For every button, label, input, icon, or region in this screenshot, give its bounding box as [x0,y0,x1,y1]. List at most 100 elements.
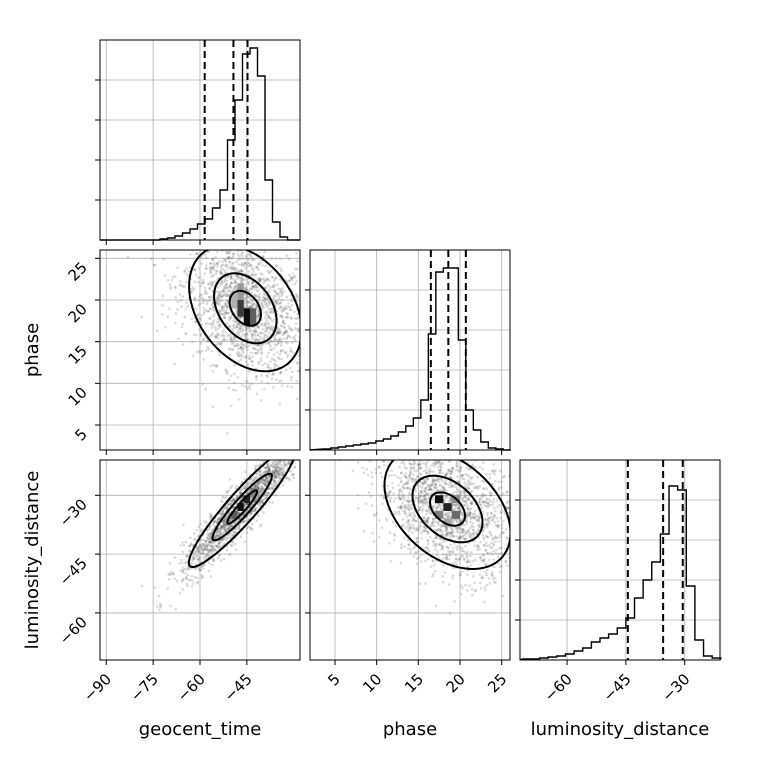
scatter-point [264,302,267,306]
scatter-point [161,304,164,307]
scatter-point [246,381,249,384]
scatter-point [260,348,264,351]
scatter-point [482,559,486,563]
scatter-point [311,354,314,357]
scatter-point [468,487,471,491]
scatter-point [226,286,230,289]
scatter-point [380,475,384,479]
scatter-point [469,507,472,510]
scatter-point [159,604,163,608]
scatter-point [421,507,425,511]
scatter-point [426,492,429,496]
scatter-point [271,483,275,486]
scatter-point [216,332,219,335]
scatter-point [237,511,240,515]
scatter-point [217,293,221,297]
scatter-point [257,491,260,495]
scatter-point [431,478,435,482]
scatter-point [157,594,161,598]
scatter-point [218,259,221,263]
scatter-point [428,467,432,470]
scatter-point [454,504,458,508]
scatter-point [271,461,275,464]
scatter-point [272,353,276,356]
scatter-point [211,266,214,270]
scatter-point [196,557,200,560]
scatter-point [203,286,207,289]
scatter-point [226,251,230,254]
scatter-point [427,542,430,546]
scatter-point [407,543,411,547]
scatter-point [269,456,272,459]
scatter-point [265,476,268,480]
scatter-point [487,520,491,523]
scatter-point [203,548,207,551]
scatter-point [238,257,241,261]
scatter-point [293,275,297,279]
scatter-point [428,488,431,491]
scatter-point [232,267,235,271]
scatter-point [254,305,258,309]
scatter-point [465,560,469,564]
scatter-point [186,584,189,588]
scatter-point [202,306,205,310]
scatter-point [234,270,237,273]
scatter-point [246,264,250,268]
scatter-point [221,234,224,237]
scatter-point [247,326,251,330]
scatter-point [205,545,209,548]
scatter-point [267,468,271,472]
scatter-point [243,487,247,491]
scatter-point [279,288,282,291]
scatter-point [406,524,410,528]
scatter-point [259,490,263,494]
scatter-point [249,527,253,531]
scatter-point [243,470,247,474]
scatter-point [425,546,429,549]
scatter-point [275,469,279,473]
scatter-point [434,559,438,563]
scatter-point [266,381,269,385]
scatter-point [251,303,255,306]
scatter-point [195,252,199,256]
scatter-point [493,535,497,538]
scatter-point [278,328,281,331]
scatter-point [494,469,497,472]
scatter-point [168,562,172,565]
scatter-point [222,308,225,312]
scatter-point [247,296,250,300]
scatter-point [293,434,296,437]
scatter-point [221,509,225,512]
scatter-point [224,303,227,306]
scatter-point [224,330,227,334]
scatter-point [237,347,240,351]
scatter-point [380,456,383,459]
scatter-point [476,523,480,527]
scatter-point [385,491,389,495]
scatter-point [228,260,232,264]
scatter-point [278,473,281,477]
scatter-point [185,577,188,580]
scatter-point [181,566,185,569]
scatter-point [270,269,273,272]
scatter-point [423,500,427,504]
scatter-point [213,263,216,267]
scatter-point [274,493,278,497]
scatter-point [253,285,257,289]
scatter-point [415,446,418,449]
scatter-point [201,542,204,545]
scatter-point [282,469,285,472]
scatter-point [252,285,255,289]
scatter-point [393,534,397,537]
scatter-point [492,516,496,519]
scatter-point [254,484,257,487]
scatter-point [470,587,474,591]
scatter-point [255,485,259,489]
scatter-point [487,522,491,525]
scatter-point [222,531,225,534]
scatter-point [260,338,263,341]
scatter-point [435,536,438,539]
scatter-point [401,493,405,497]
scatter-point [296,362,299,365]
scatter-point [187,578,191,582]
